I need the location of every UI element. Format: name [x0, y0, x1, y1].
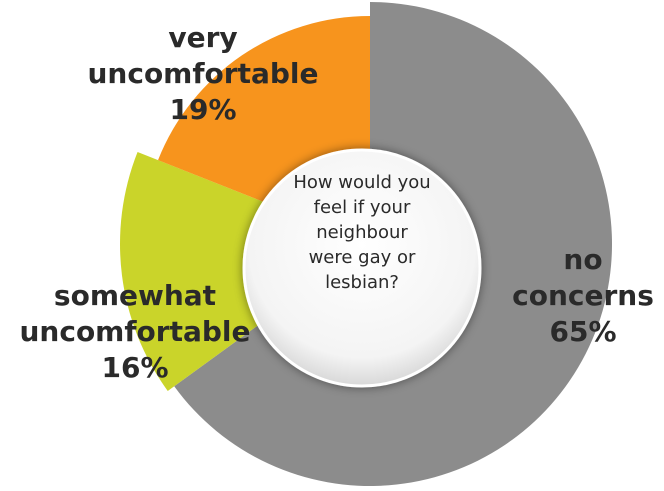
- slice-label: very uncomfortable 19%: [72, 20, 334, 128]
- category-label: no concerns: [512, 243, 654, 312]
- value-label: 16%: [101, 351, 169, 384]
- slice-label: somewhat uncomfortable 16%: [4, 278, 266, 386]
- value-label: 65%: [549, 315, 617, 348]
- category-label: very uncomfortable: [87, 21, 319, 90]
- slice-label: no concerns 65%: [508, 242, 658, 350]
- category-label: somewhat uncomfortable: [19, 279, 251, 348]
- value-label: 19%: [169, 93, 237, 126]
- center-question: How would you feel if your neighbour wer…: [293, 172, 431, 293]
- center-circle: [242, 148, 482, 388]
